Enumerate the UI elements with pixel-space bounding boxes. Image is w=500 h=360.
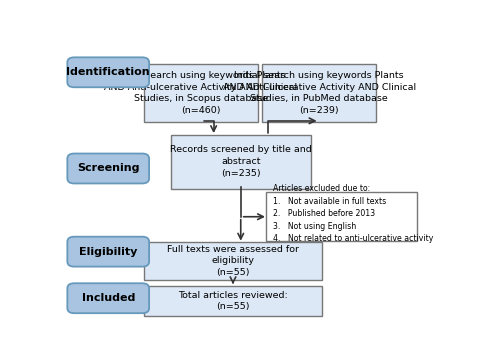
FancyBboxPatch shape [266, 192, 417, 242]
FancyBboxPatch shape [68, 57, 149, 87]
FancyBboxPatch shape [144, 286, 322, 316]
Text: Eligibility: Eligibility [79, 247, 138, 257]
Text: Initial search using keywords Plants
AND Anti-ulcerative Activity AND Clinical
S: Initial search using keywords Plants AND… [222, 71, 416, 115]
FancyBboxPatch shape [262, 64, 376, 122]
FancyBboxPatch shape [144, 242, 322, 280]
FancyBboxPatch shape [171, 135, 310, 189]
Text: Total articles reviewed:
(n=55): Total articles reviewed: (n=55) [178, 291, 288, 311]
Text: Identification: Identification [66, 67, 150, 77]
Text: Full texts were assessed for
eligibility
(n=55): Full texts were assessed for eligibility… [167, 245, 299, 277]
Text: Initial search using keywords Plants
AND Anti-ulcerative Activity AND Clinical
S: Initial search using keywords Plants AND… [104, 71, 298, 115]
Text: Included: Included [82, 293, 135, 303]
FancyBboxPatch shape [68, 237, 149, 267]
FancyBboxPatch shape [68, 283, 149, 313]
Text: Screening: Screening [77, 163, 140, 174]
FancyBboxPatch shape [144, 64, 258, 122]
Text: Articles excluded due to:
1.   Not available in full texts
2.   Published before: Articles excluded due to: 1. Not availab… [272, 184, 433, 243]
FancyBboxPatch shape [68, 153, 149, 184]
Text: Records screened by title and
abstract
(n=235): Records screened by title and abstract (… [170, 145, 312, 178]
